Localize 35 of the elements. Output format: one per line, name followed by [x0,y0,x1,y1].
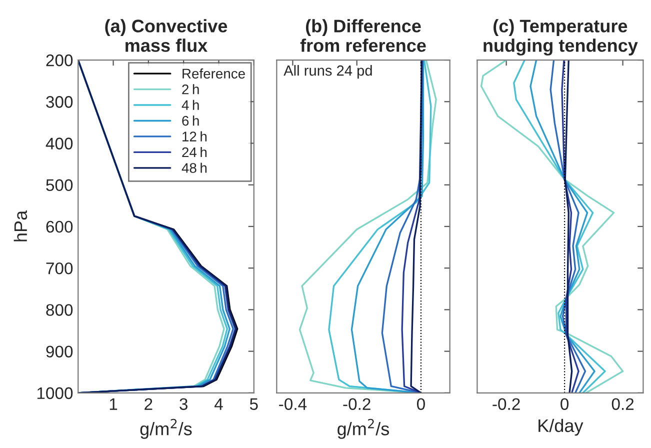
y-tick-label: 400 [46,138,73,150]
y-axis-title: hPa [14,210,28,242]
x-tick-label: 0.2 [612,398,634,410]
x-tick-label: 0 [416,398,425,410]
x-tick-label: 4 [214,398,223,410]
legend-label: 48 h [182,162,207,173]
chart-title: (c) Temperature nudging tendency [484,19,638,56]
annotation: All runs 24 pd [284,65,372,79]
x-tick-label: 3 [180,398,188,410]
y-tick-label: 700 [46,262,73,274]
x-tick-label: -0.2 [343,398,370,410]
y-tick-label: 500 [46,179,73,192]
x-tick-label: 1 [110,398,118,410]
y-tick-label: 800 [46,304,73,316]
legend-label: 6 h [182,116,199,126]
legend-label: 12 h [182,131,207,142]
x-tick-label: -0.4 [279,398,307,410]
x-axis-title: g/m$^{2}$/s [140,418,192,439]
x-tick-label: 5 [250,398,258,410]
y-tick-label: 1000 [37,387,73,400]
chart-title: (a) Convective mass flux [105,19,228,52]
legend-label: 4 h [182,100,199,110]
y-tick-label: 200 [46,54,73,66]
legend-label: 24 h [182,146,207,158]
y-tick-label: 300 [46,96,73,108]
x-tick-label: 2 [144,398,152,410]
x-axis-title: g/m$^{2}$/s [338,418,390,439]
x-tick-label: -0.2 [492,398,520,410]
x-tick-label: 0 [560,398,569,410]
y-tick-label: 900 [46,346,73,358]
legend-label: Reference [182,68,245,79]
chart-title: (b) Difference from reference [300,19,426,52]
x-axis-title: K/day [538,418,584,436]
y-tick-label: 600 [46,220,73,233]
legend-label: 2 h [182,84,199,94]
